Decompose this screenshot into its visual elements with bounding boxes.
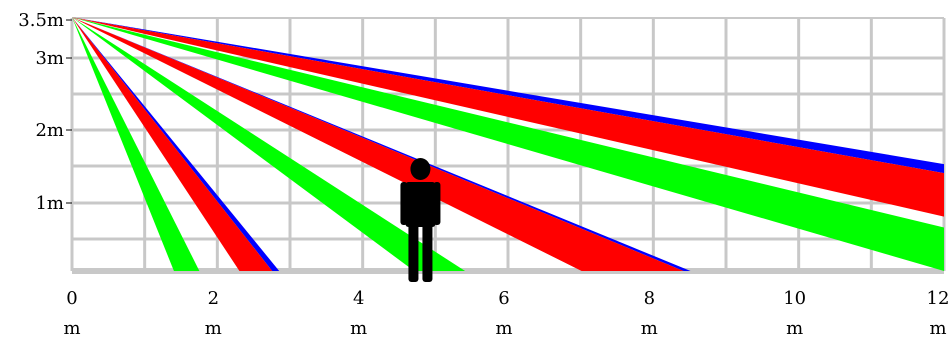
y-tick-label: 3.5m xyxy=(18,10,64,31)
x-tick-unit: m xyxy=(350,318,367,339)
beam-mid-red xyxy=(72,17,684,271)
x-tick-unit: m xyxy=(205,318,222,339)
x-tick-label: 6 xyxy=(498,288,509,309)
beam-mid-green xyxy=(72,17,466,271)
x-tick-label: 8 xyxy=(644,288,655,309)
person-torso xyxy=(405,182,436,227)
x-tick-label: 12 xyxy=(927,288,950,309)
beam-near-red xyxy=(72,17,273,271)
x-tick-label: 4 xyxy=(353,288,364,309)
beam-near-green xyxy=(72,17,200,271)
person-arm-right xyxy=(433,182,441,225)
beams xyxy=(72,17,944,271)
person-leg-right xyxy=(422,224,433,282)
person-leg-left xyxy=(408,224,419,282)
x-tick-label: 10 xyxy=(783,288,806,309)
x-tick-label: 2 xyxy=(208,288,219,309)
x-tick-unit: m xyxy=(641,318,658,339)
x-tick-unit: m xyxy=(495,318,512,339)
x-tick-unit: m xyxy=(929,318,946,339)
x-tick-unit: m xyxy=(786,318,803,339)
x-tick-label: 0 xyxy=(66,288,77,309)
beam-near-red-edge xyxy=(72,17,280,271)
x-tick-unit: m xyxy=(63,318,80,339)
person-silhouette xyxy=(400,158,441,282)
beam-far-green xyxy=(72,17,944,271)
beam-mid-red-edge xyxy=(72,17,691,271)
y-axis-ticks: 3.5m 3m 2m 1m xyxy=(18,10,72,214)
x-axis-ticks: 0 m 2 m 4 m 6 m 8 m 10 m 12 m xyxy=(63,288,949,339)
y-tick-label: 1m xyxy=(35,193,64,214)
person-arm-left xyxy=(400,182,408,225)
y-tick-label: 3m xyxy=(35,48,64,69)
person-head xyxy=(410,158,431,180)
y-tick-label: 2m xyxy=(35,120,64,141)
beam-far-red xyxy=(72,17,944,217)
